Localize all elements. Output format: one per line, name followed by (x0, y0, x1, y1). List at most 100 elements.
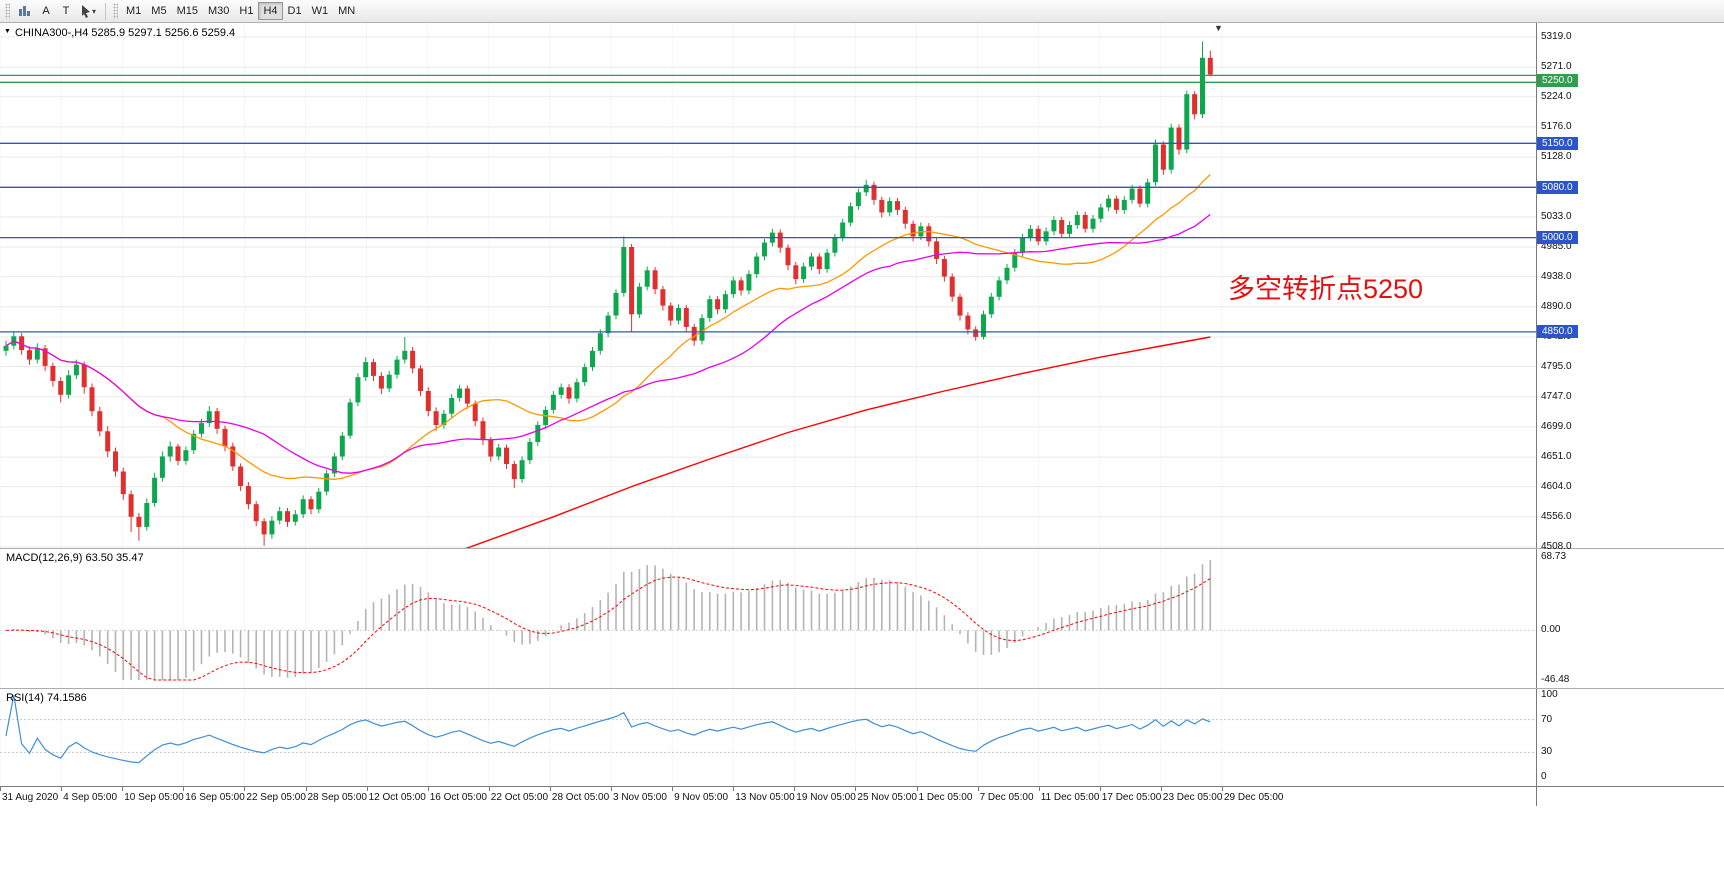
rsi-scale[interactable]: 100 70 30 0 (1537, 689, 1724, 786)
rsi-pane: RSI(14) 74.1586 100 70 30 0 (0, 689, 1724, 786)
time-axis-label: 12 Oct 05:00 (368, 792, 426, 803)
candlestick-canvas (0, 23, 1536, 548)
rsi-scale-label: 70 (1541, 713, 1553, 725)
timeframe-button-m30[interactable]: M30 (203, 2, 234, 20)
price-scale-label: 5319.0 (1541, 31, 1572, 42)
cursor-dropdown-button[interactable]: ▾ (76, 2, 101, 20)
time-tick (427, 787, 429, 791)
time-axis-label: 16 Sep 05:00 (185, 792, 245, 803)
time-axis-label: 25 Nov 05:00 (857, 792, 917, 803)
time-tick (122, 787, 124, 791)
toolbar-grip[interactable] (5, 3, 10, 19)
pane-divider[interactable] (0, 548, 1724, 549)
symbol-marker-icon[interactable]: ▼ (4, 28, 11, 35)
macd-header: MACD(12,26,9) 63.50 35.47 (6, 552, 144, 564)
main-chart-plot[interactable]: ▼ CHINA300-,H4 5285.9 5297.1 5256.6 5259… (0, 23, 1537, 548)
main-pane: ▼ CHINA300-,H4 5285.9 5297.1 5256.6 5259… (0, 23, 1724, 552)
timeframe-button-d1[interactable]: D1 (283, 2, 307, 20)
text-box-button[interactable]: T (56, 2, 76, 20)
price-line-tag: 5250.0 (1537, 73, 1578, 87)
price-scale-label: 5033.0 (1541, 210, 1572, 222)
time-tick (733, 787, 735, 791)
timeframe-button-h1[interactable]: H1 (234, 2, 258, 20)
time-axis-label: 31 Aug 2020 (2, 792, 59, 803)
time-tick (1160, 787, 1162, 791)
time-axis-label: 29 Dec 05:00 (1224, 792, 1284, 803)
macd-scale-label: 0.00 (1541, 624, 1561, 636)
time-axis-row: 31 Aug 2020 4 Sep 05:00 10 Sep 05:00 16 Sep… (0, 786, 1724, 806)
price-scale-label: 5176.0 (1541, 120, 1572, 132)
toolbar-grip[interactable] (113, 3, 119, 19)
time-axis-label: 22 Sep 05:00 (246, 792, 306, 803)
rsi-scale-label: 100 (1541, 689, 1558, 700)
time-tick (305, 787, 307, 791)
time-tick (855, 787, 857, 791)
time-tick (366, 787, 368, 791)
rsi-plot[interactable]: RSI(14) 74.1586 (0, 689, 1537, 786)
time-tick (0, 787, 1, 791)
time-axis-label: 17 Dec 05:00 (1101, 792, 1162, 803)
time-axis-label: 3 Nov 05:00 (613, 792, 667, 803)
rsi-canvas (0, 689, 1536, 786)
time-tick (549, 787, 551, 791)
price-line-tag: 5150.0 (1537, 136, 1578, 150)
price-scale[interactable]: 5319.0 5271.0 5224.0 5176.0 5128.0 5080.0 5033… (1537, 23, 1724, 552)
grid-icon (19, 6, 30, 16)
time-axis-label: 9 Nov 05:00 (674, 792, 729, 803)
time-tick (61, 787, 63, 791)
time-tick (977, 787, 979, 791)
time-axis-label: 22 Oct 05:00 (490, 792, 549, 803)
price-scale-label: 4938.0 (1541, 270, 1572, 282)
price-scale-label: 4795.0 (1541, 360, 1572, 372)
time-tick (488, 787, 490, 791)
price-scale-label: 5271.0 (1541, 61, 1572, 73)
charts-grid-button[interactable] (13, 2, 36, 20)
time-axis-label: 28 Oct 05:00 (551, 792, 610, 803)
bottom-space (0, 806, 1724, 887)
macd-scale[interactable]: 68.73 0.00 -46.48 (1537, 549, 1724, 688)
pane-divider[interactable] (0, 688, 1724, 689)
price-line-tag: 5000.0 (1537, 231, 1578, 245)
timeframe-button-mn[interactable]: MN (333, 2, 360, 20)
timeframe-button-h4[interactable]: H4 (258, 2, 283, 20)
cursor-icon (82, 4, 90, 18)
time-axis-label: 19 Nov 05:00 (796, 792, 856, 803)
price-scale-label: 4651.0 (1541, 451, 1572, 463)
time-tick (183, 787, 185, 791)
price-scale-label: 4604.0 (1541, 480, 1572, 492)
timeframe-button-m5[interactable]: M5 (146, 2, 171, 20)
chart-symbol-title: CHINA300-,H4 5285.9 5297.1 5256.6 5259.4 (15, 27, 236, 39)
price-scale-label: 5128.0 (1541, 151, 1572, 163)
time-tick (1222, 787, 1223, 791)
time-axis-label: 23 Dec 05:00 (1162, 792, 1223, 803)
price-scale-label: 4890.0 (1541, 300, 1572, 312)
price-scale-label: 4699.0 (1541, 420, 1572, 432)
text-annotation-button[interactable]: A (36, 2, 56, 20)
price-scale-label: 4985.0 (1541, 241, 1572, 253)
price-scale-label: 4556.0 (1541, 510, 1572, 522)
timeframe-button-m1[interactable]: M1 (121, 2, 146, 20)
time-axis-label: 11 Dec 05:00 (1040, 792, 1100, 803)
timeframe-button-m15[interactable]: M15 (172, 2, 203, 20)
time-tick (672, 787, 674, 791)
time-axis-label: 16 Oct 05:00 (429, 792, 487, 803)
macd-plot[interactable]: MACD(12,26,9) 63.50 35.47 (0, 549, 1537, 688)
chart-window: ▼ CHINA300-,H4 5285.9 5297.1 5256.6 5259… (0, 23, 1724, 887)
toolbar-separator (105, 2, 107, 20)
annotation-text[interactable]: 多空转折点5250 (1228, 274, 1424, 304)
time-axis-label: 28 Sep 05:00 (307, 792, 368, 803)
price-scale-label: 4747.0 (1541, 390, 1572, 402)
time-axis[interactable]: 31 Aug 2020 4 Sep 05:00 10 Sep 05:00 16 Sep… (0, 787, 1537, 806)
timeframe-toolbar: M1 M5 M15 M30 H1 H4 D1 W1 MN (121, 2, 360, 20)
rsi-header: RSI(14) 74.1586 (6, 692, 87, 704)
time-tick (916, 787, 918, 791)
time-axis-label: 7 Dec 05:00 (979, 792, 1034, 803)
price-line-tag: 4850.0 (1537, 325, 1578, 339)
timeframe-button-w1[interactable]: W1 (307, 2, 334, 20)
time-tick (244, 787, 246, 791)
macd-canvas (0, 549, 1536, 688)
time-axis-label: 13 Nov 05:00 (735, 792, 795, 803)
scroll-marker-icon: ▼ (1214, 23, 1223, 33)
chevron-down-icon: ▾ (92, 6, 97, 16)
macd-pane: MACD(12,26,9) 63.50 35.47 68.73 0.00 -46.4… (0, 549, 1724, 688)
